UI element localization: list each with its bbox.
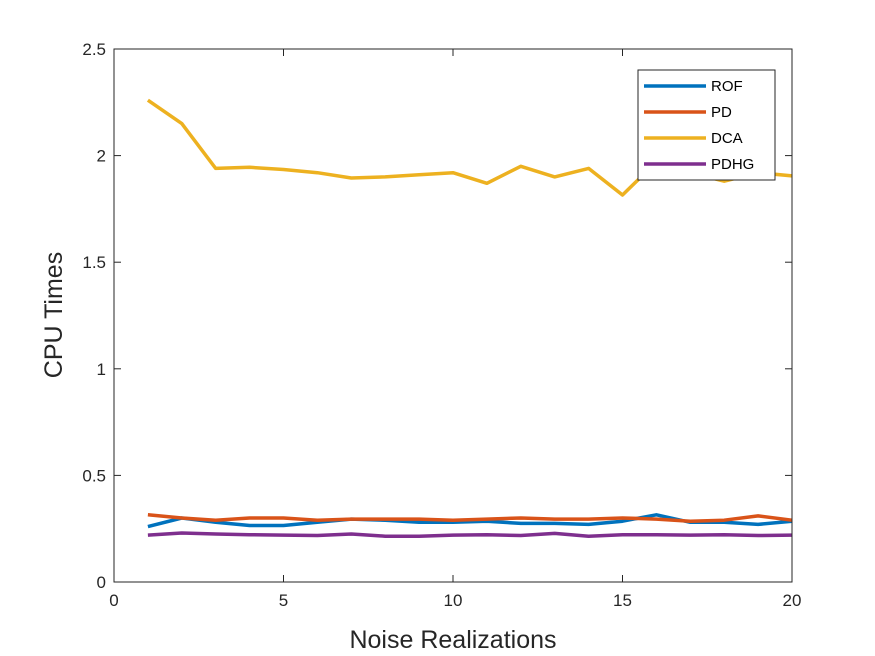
x-tick-label: 15: [613, 591, 632, 610]
x-tick-label: 20: [783, 591, 802, 610]
series-line-pd: [147, 513, 793, 523]
x-axis-label: Noise Realizations: [349, 626, 556, 654]
x-tick-label: 5: [279, 591, 288, 610]
x-tick-label: 10: [444, 591, 463, 610]
y-tick-label: 1.5: [82, 253, 106, 272]
legend-label-dca: DCA: [711, 130, 743, 147]
y-tick-label: 0: [97, 573, 106, 592]
legend-label-rof: ROF: [711, 78, 743, 95]
series-line-pdhg: [147, 531, 793, 538]
y-axis-label: CPU Times: [40, 252, 68, 378]
legend-box: [637, 69, 776, 181]
x-tick-label: 0: [109, 591, 118, 610]
y-tick-label: 0.5: [82, 466, 106, 485]
legend-label-pdhg: PDHG: [711, 156, 754, 173]
y-tick-label: 2: [97, 147, 106, 166]
y-tick-label: 1: [97, 360, 106, 379]
y-tick-label: 2.5: [82, 40, 106, 59]
legend-label-pd: PD: [711, 104, 732, 121]
legend: ROF PD DCA PDHG: [637, 69, 776, 181]
tick-layer: 0 5 10 15 20 0 0.5 1 1.5 2 2.5: [82, 40, 801, 610]
